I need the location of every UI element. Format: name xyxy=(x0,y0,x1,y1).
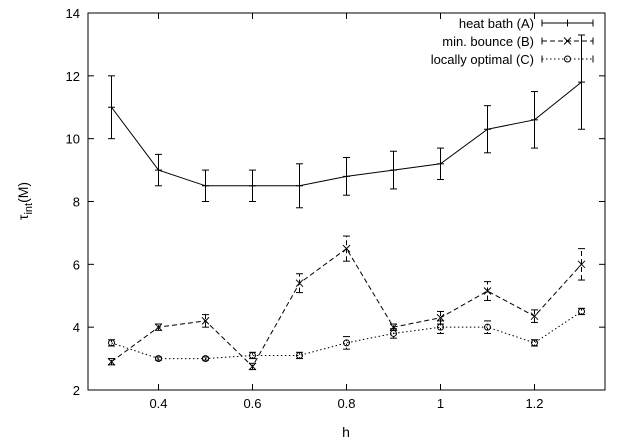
data-point xyxy=(249,351,256,359)
data-point-b xyxy=(483,287,492,295)
data-point xyxy=(342,244,351,253)
y-tick-label: 4 xyxy=(73,320,80,335)
data-point xyxy=(577,260,586,269)
legend-marker xyxy=(564,55,571,63)
data-point xyxy=(530,312,539,321)
error-bar xyxy=(343,336,350,350)
data-point-b xyxy=(389,323,398,332)
series-2 xyxy=(107,235,586,371)
data-point xyxy=(531,339,538,347)
data-point xyxy=(202,182,209,190)
data-point xyxy=(484,323,491,331)
data-point-b xyxy=(154,323,163,332)
legend-entry: heat bath (A) xyxy=(459,16,594,31)
data-point xyxy=(154,323,163,332)
y-axis-label: τint(M) xyxy=(15,182,35,220)
series-2-line xyxy=(111,247,582,368)
data-point xyxy=(578,78,585,86)
data-point xyxy=(108,103,115,111)
data-point xyxy=(437,160,444,168)
y-tick-label: 12 xyxy=(66,69,80,84)
data-point xyxy=(201,317,210,325)
x-tick-label: 0.4 xyxy=(149,396,167,411)
data-point xyxy=(108,339,115,347)
legend: heat bath (A) min. bounce (B) locally opti… xyxy=(431,16,594,67)
legend-label: heat bath (A) xyxy=(459,16,534,31)
legend-label: min. bounce (B) xyxy=(442,34,534,49)
x-tick-label: 0.6 xyxy=(243,396,261,411)
legend-entry: min. bounce (B) xyxy=(442,34,594,49)
data-point xyxy=(107,357,116,366)
error-bar xyxy=(202,314,209,328)
data-point xyxy=(296,351,303,359)
x-tick-label: 1.2 xyxy=(525,396,543,411)
series-1 xyxy=(108,34,585,209)
error-bar xyxy=(437,320,444,334)
y-tick-label: 6 xyxy=(73,257,80,272)
legend-marker-b xyxy=(563,37,572,45)
data-point-b xyxy=(530,312,539,321)
error-bar xyxy=(390,328,397,339)
y-tick-label: 14 xyxy=(66,6,80,21)
y-axis-label-main: τ xyxy=(15,214,31,220)
data-point-b xyxy=(248,362,257,371)
data-point xyxy=(484,125,491,133)
x-tick-label: 0.8 xyxy=(337,396,355,411)
error-bar xyxy=(531,309,538,323)
legend-entry: locally optimal (C) xyxy=(431,52,594,67)
data-point xyxy=(437,323,444,331)
data-point-b xyxy=(342,244,351,253)
data-point xyxy=(390,329,397,337)
data-point-b xyxy=(436,313,445,322)
data-point xyxy=(436,313,445,322)
data-point xyxy=(531,116,538,124)
data-point-b xyxy=(107,357,116,366)
error-bar xyxy=(578,248,585,281)
data-point xyxy=(155,166,162,174)
legend-marker xyxy=(563,37,572,45)
data-point xyxy=(202,355,209,363)
data-point xyxy=(389,323,398,332)
data-point-b xyxy=(295,279,304,288)
legend-label: locally optimal (C) xyxy=(431,52,534,67)
data-point xyxy=(578,307,585,315)
data-point xyxy=(296,182,303,190)
series-3 xyxy=(108,307,585,363)
data-point xyxy=(343,339,350,347)
data-point xyxy=(155,355,162,363)
axis-tick-labels: 0.4 0.6 0.8 1 1.2 2 4 6 8 10 12 14 xyxy=(66,6,544,411)
legend-marker xyxy=(564,19,571,27)
y-tick-label: 10 xyxy=(66,132,80,147)
axis-ticks xyxy=(88,12,605,391)
data-point xyxy=(248,362,257,371)
data-point-b xyxy=(201,317,210,325)
data-point xyxy=(483,287,492,295)
x-tick-label: 1 xyxy=(437,396,444,411)
data-point-b xyxy=(577,260,586,269)
y-axis-label-sub: int xyxy=(23,203,35,215)
y-axis-label-suffix: (M) xyxy=(15,182,31,203)
error-bar xyxy=(484,320,491,334)
y-tick-label: 2 xyxy=(73,383,80,398)
data-point xyxy=(295,279,304,288)
x-axis-label: h xyxy=(342,424,350,440)
plot-frame xyxy=(87,12,606,391)
series-layer xyxy=(107,34,586,371)
data-point xyxy=(390,166,397,174)
data-point xyxy=(343,172,350,180)
y-tick-label: 8 xyxy=(73,195,80,210)
series-3-line xyxy=(111,311,582,360)
data-point xyxy=(249,182,256,190)
